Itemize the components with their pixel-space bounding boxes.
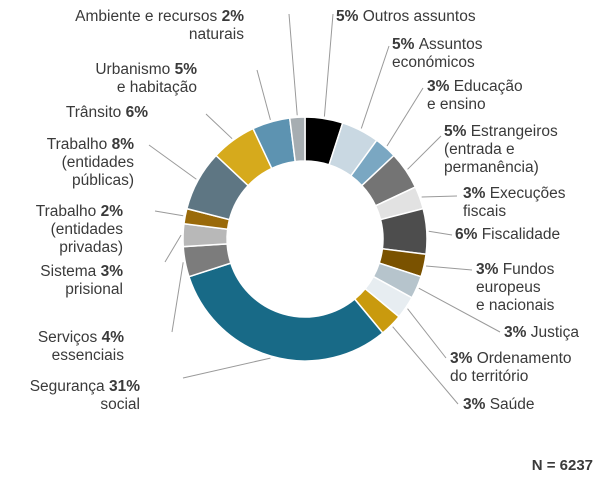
slice-label-10: Segurança 31% social — [29, 378, 140, 413]
slice-pct-15: 6% — [125, 104, 148, 121]
leader-line-7 — [418, 287, 501, 333]
slice-label-13: Trabalho 2% (entidades privadas) — [35, 203, 123, 256]
sample-size-label: N = 6237 — [531, 457, 593, 474]
leader-line-8 — [407, 308, 447, 359]
leader-line-1 — [360, 45, 390, 129]
leader-line-13 — [154, 210, 184, 217]
slice-pct-1: 5% — [392, 36, 419, 53]
slice-pct-2: 3% — [427, 78, 454, 95]
slice-label-3: 5% Estrangeiros (entrada e permanência) — [444, 123, 558, 176]
leader-line-16 — [256, 69, 271, 121]
leader-line-14 — [148, 144, 197, 180]
leader-line-3 — [407, 135, 442, 170]
slice-pct-0: 5% — [336, 8, 363, 25]
slice-pct-4: 3% — [463, 185, 490, 202]
leader-line-10 — [182, 357, 271, 379]
slice-pct-8: 3% — [450, 350, 477, 367]
leader-line-0 — [323, 13, 334, 117]
slice-label-0: 5% Outros assuntos — [336, 8, 476, 25]
leader-line-6 — [425, 265, 473, 271]
leader-line-4 — [421, 195, 458, 198]
leader-line-5 — [428, 230, 453, 236]
slice-label-15: Trânsito 6% — [65, 104, 148, 121]
slice-label-5: 6% Fiscalidade — [455, 226, 561, 243]
slice-pct-13: 2% — [100, 203, 123, 220]
slice-pct-7: 3% — [504, 324, 531, 341]
slice-label-7: 3% Justiça — [504, 324, 579, 341]
slice-pct-6: 3% — [476, 261, 503, 278]
slice-label-11: Serviços 4% essenciais — [37, 329, 124, 364]
slice-label-6: 3% Fundos europeus e nacionais — [476, 261, 555, 314]
slice-label-17: Ambiente e recursos 2% naturais — [75, 8, 244, 43]
slice-pct-3: 5% — [444, 123, 471, 140]
slice-pct-11: 4% — [101, 329, 124, 346]
leader-line-2 — [386, 87, 424, 147]
leader-line-12 — [164, 234, 182, 263]
slice-17 — [288, 116, 306, 163]
leader-line-11 — [171, 262, 184, 333]
leader-line-9 — [392, 326, 459, 405]
slice-label-9: 3% Saúde — [463, 396, 535, 413]
slice-pct-10: 31% — [108, 378, 140, 395]
slice-label-1: 5% Assuntos económicos — [392, 36, 483, 71]
slice-label-4: 3% Execuções fiscais — [463, 185, 566, 220]
leader-line-17 — [288, 13, 298, 116]
slice-label-12: Sistema 3% prisional — [40, 263, 123, 298]
leader-line-15 — [205, 113, 233, 140]
donut-slices — [182, 116, 428, 362]
slice-pct-5: 6% — [455, 226, 482, 243]
slice-label-14: Trabalho 8% (entidades públicas) — [46, 136, 134, 189]
slice-10 — [188, 262, 384, 362]
slice-pct-17: 2% — [221, 8, 244, 25]
slice-label-16: Urbanismo 5% e habitação — [95, 61, 197, 96]
slice-pct-16: 5% — [174, 61, 197, 78]
slice-pct-12: 3% — [100, 263, 123, 280]
slice-pct-9: 3% — [463, 396, 490, 413]
leader-lines — [148, 13, 501, 405]
slice-label-8: 3% Ordenamento do território — [450, 350, 572, 385]
slice-pct-14: 8% — [111, 136, 134, 153]
slice-label-2: 3% Educação e ensino — [427, 78, 523, 113]
